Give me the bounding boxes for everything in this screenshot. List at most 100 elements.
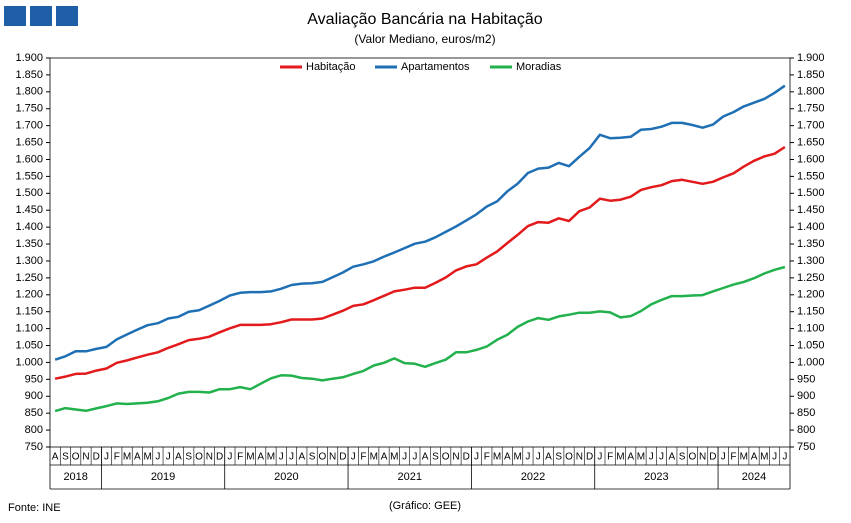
y-tick-label: 900 xyxy=(25,390,43,402)
series-line xyxy=(54,265,786,413)
y2-tick-label: 1.050 xyxy=(797,339,825,351)
x-tick-label: M xyxy=(267,452,275,463)
x-tick-label: J xyxy=(721,452,726,463)
x-tick-label: J xyxy=(166,452,171,463)
x-tick-label: A xyxy=(175,452,182,463)
y-tick-label: 1.300 xyxy=(15,255,43,267)
y-tick-label: 950 xyxy=(25,373,43,385)
y-tick-label: 800 xyxy=(25,424,43,436)
y2-tick-label: 1.500 xyxy=(797,187,825,199)
x-tick-label: O xyxy=(318,452,326,463)
x-tick-label: O xyxy=(565,452,573,463)
legend-label: Apartamentos xyxy=(401,61,470,73)
x-tick-label: J xyxy=(782,452,787,463)
x-tick-label: S xyxy=(679,452,686,463)
x-tick-label: O xyxy=(72,452,80,463)
x-tick-label: J xyxy=(772,452,777,463)
y2-tick-label: 1.750 xyxy=(797,103,825,115)
year-label: 2022 xyxy=(521,471,545,483)
x-tick-label: J xyxy=(289,452,294,463)
x-tick-label: N xyxy=(452,452,459,463)
x-tick-label: D xyxy=(586,452,593,463)
x-tick-label: A xyxy=(504,452,511,463)
x-tick-label: A xyxy=(545,452,552,463)
year-label: 2023 xyxy=(644,471,668,483)
y-tick-label: 1.000 xyxy=(15,356,43,368)
x-tick-label: O xyxy=(442,452,450,463)
x-tick-label: M xyxy=(616,452,624,463)
x-tick-label: S xyxy=(432,452,439,463)
x-tick-label: N xyxy=(329,452,336,463)
x-tick-label: J xyxy=(351,452,356,463)
x-tick-label: S xyxy=(555,452,562,463)
y-tick-label: 1.900 xyxy=(15,52,43,64)
y2-tick-label: 950 xyxy=(797,373,815,385)
x-tick-label: S xyxy=(62,452,69,463)
year-label: 2021 xyxy=(397,471,421,483)
x-tick-label: M xyxy=(493,452,501,463)
y2-tick-label: 1.600 xyxy=(797,153,825,165)
y2-tick-label: 1.900 xyxy=(797,52,825,64)
y2-tick-label: 1.400 xyxy=(797,221,825,233)
y2-tick-label: 1.350 xyxy=(797,238,825,250)
y-tick-label: 1.350 xyxy=(15,238,43,250)
logo-square xyxy=(56,6,78,26)
y2-tick-label: 750 xyxy=(797,441,815,453)
x-tick-label: D xyxy=(216,452,223,463)
chart-title: Avaliação Bancária na Habitação xyxy=(307,11,543,28)
x-tick-label: M xyxy=(246,452,254,463)
y2-tick-label: 1.850 xyxy=(797,69,825,81)
x-tick-label: S xyxy=(309,452,316,463)
y-tick-label: 1.500 xyxy=(15,187,43,199)
year-label: 2018 xyxy=(63,471,87,483)
y-tick-label: 1.050 xyxy=(15,339,43,351)
x-tick-label: A xyxy=(422,452,429,463)
x-tick-label: A xyxy=(627,452,634,463)
y-tick-label: 1.250 xyxy=(15,272,43,284)
y2-tick-label: 1.150 xyxy=(797,306,825,318)
y-tick-label: 1.850 xyxy=(15,69,43,81)
y-tick-label: 1.800 xyxy=(15,86,43,98)
x-tick-label: M xyxy=(760,452,768,463)
chart-subtitle: (Valor Mediano, euros/m2) xyxy=(354,32,495,46)
x-tick-label: J xyxy=(536,452,541,463)
y2-tick-label: 1.800 xyxy=(797,86,825,98)
y-tick-label: 1.550 xyxy=(15,170,43,182)
x-tick-label: M xyxy=(143,452,151,463)
logo-square xyxy=(4,6,26,26)
y-tick-label: 850 xyxy=(25,407,43,419)
x-tick-label: M xyxy=(390,452,398,463)
legend-label: Habitação xyxy=(306,61,356,73)
y-tick-label: 1.700 xyxy=(15,120,43,132)
x-tick-label: J xyxy=(659,452,664,463)
x-tick-label: J xyxy=(474,452,479,463)
x-tick-label: D xyxy=(339,452,346,463)
y2-tick-label: 1.250 xyxy=(797,272,825,284)
x-tick-label: O xyxy=(195,452,203,463)
year-label: 2024 xyxy=(742,471,766,483)
x-tick-label: A xyxy=(257,452,264,463)
x-tick-label: D xyxy=(709,452,716,463)
y-tick-label: 1.450 xyxy=(15,204,43,216)
logo-square xyxy=(30,6,52,26)
y-tick-label: 750 xyxy=(25,441,43,453)
x-tick-label: M xyxy=(740,452,748,463)
x-tick-label: F xyxy=(114,452,120,463)
series-line xyxy=(54,84,786,361)
x-tick-label: F xyxy=(730,452,736,463)
x-tick-label: J xyxy=(525,452,530,463)
x-tick-label: N xyxy=(699,452,706,463)
x-tick-label: A xyxy=(381,452,388,463)
x-tick-label: A xyxy=(668,452,675,463)
x-tick-label: O xyxy=(688,452,696,463)
y2-tick-label: 850 xyxy=(797,407,815,419)
x-tick-label: D xyxy=(463,452,470,463)
x-tick-label: N xyxy=(206,452,213,463)
x-tick-label: N xyxy=(576,452,583,463)
x-tick-label: D xyxy=(93,452,100,463)
x-tick-label: F xyxy=(237,452,243,463)
credit: (Gráfico: GEE) xyxy=(389,500,461,512)
x-tick-label: S xyxy=(185,452,192,463)
x-tick-label: J xyxy=(597,452,602,463)
